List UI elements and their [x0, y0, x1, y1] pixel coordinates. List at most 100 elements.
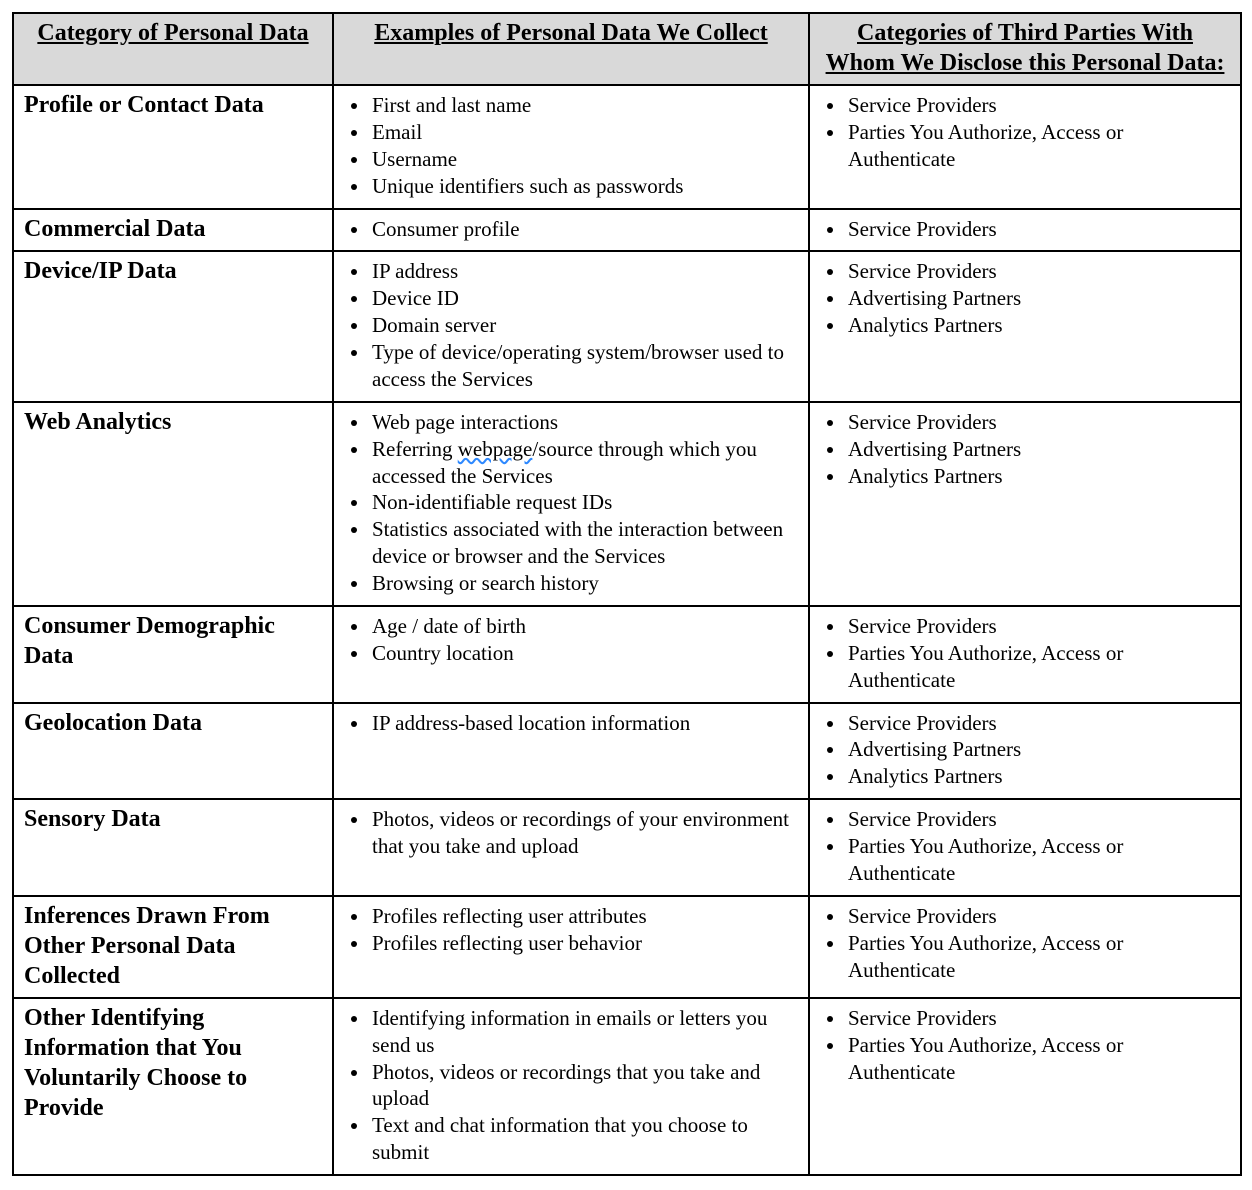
third-parties-list: Service ProvidersParties You Authorize, …: [820, 903, 1230, 984]
examples-cell: Web page interactionsReferring webpage/s…: [333, 402, 809, 606]
list-item: Statistics associated with the interacti…: [370, 516, 798, 570]
category-cell: Inferences Drawn From Other Personal Dat…: [13, 896, 333, 998]
list-item: Parties You Authorize, Access or Authent…: [846, 1032, 1230, 1086]
list-item: Web page interactions: [370, 409, 798, 436]
col-header-examples: Examples of Personal Data We Collect: [333, 13, 809, 85]
list-item: Service Providers: [846, 903, 1230, 930]
list-item: Referring webpage/source through which y…: [370, 436, 798, 490]
list-item: Service Providers: [846, 1005, 1230, 1032]
third-parties-cell: Service ProvidersParties You Authorize, …: [809, 606, 1241, 703]
list-item: Advertising Partners: [846, 736, 1230, 763]
list-item: Device ID: [370, 285, 798, 312]
category-cell: Device/IP Data: [13, 251, 333, 401]
list-item: Identifying information in emails or let…: [370, 1005, 798, 1059]
third-parties-cell: Service ProvidersAdvertising PartnersAna…: [809, 402, 1241, 606]
category-cell: Geolocation Data: [13, 703, 333, 800]
category-cell: Web Analytics: [13, 402, 333, 606]
list-item: Age / date of birth: [370, 613, 798, 640]
list-item: IP address: [370, 258, 798, 285]
col-header-third-parties: Categories of Third Parties With Whom We…: [809, 13, 1241, 85]
category-cell: Sensory Data: [13, 799, 333, 896]
list-item: Country location: [370, 640, 798, 667]
list-item: Service Providers: [846, 92, 1230, 119]
table-row: Commercial Data Consumer profile Service P…: [13, 209, 1241, 252]
third-parties-cell: Service ProvidersAdvertising PartnersAna…: [809, 251, 1241, 401]
list-item: Photos, videos or recordings of your env…: [370, 806, 798, 860]
list-item: Domain server: [370, 312, 798, 339]
list-item: Parties You Authorize, Access or Authent…: [846, 119, 1230, 173]
list-item: Advertising Partners: [846, 285, 1230, 312]
third-parties-list: Service ProvidersAdvertising PartnersAna…: [820, 710, 1230, 791]
third-parties-cell: Service ProvidersAdvertising PartnersAna…: [809, 703, 1241, 800]
table-row: Sensory Data Photos, videos or recordings…: [13, 799, 1241, 896]
examples-list: First and last nameEmailUsernameUnique i…: [344, 92, 798, 200]
examples-list: Age / date of birthCountry location: [344, 613, 798, 667]
list-item: Consumer profile: [370, 216, 798, 243]
list-item: Analytics Partners: [846, 763, 1230, 790]
examples-list: IP addressDevice IDDomain serverType of …: [344, 258, 798, 392]
category-cell: Commercial Data: [13, 209, 333, 252]
list-item: Profiles reflecting user behavior: [370, 930, 798, 957]
list-item: Unique identifiers such as passwords: [370, 173, 798, 200]
table-body: Profile or Contact DataFirst and last na…: [13, 85, 1241, 1175]
examples-list: Photos, videos or recordings of your env…: [344, 806, 798, 860]
third-parties-list: Service ProvidersParties You Authorize, …: [820, 92, 1230, 173]
examples-cell: First and last nameEmailUsernameUnique i…: [333, 85, 809, 209]
category-cell: Consumer Demographic Data: [13, 606, 333, 703]
list-item: Parties You Authorize, Access or Authent…: [846, 640, 1230, 694]
list-item: Profiles reflecting user attributes: [370, 903, 798, 930]
examples-list: Profiles reflecting user attributesProfi…: [344, 903, 798, 957]
list-item: Username: [370, 146, 798, 173]
table-row: Device/IP DataIP addressDevice IDDomain …: [13, 251, 1241, 401]
third-parties-list: Service ProvidersParties You Authorize, …: [820, 806, 1230, 887]
third-parties-cell: Service ProvidersParties You Authorize, …: [809, 85, 1241, 209]
spellcheck-squiggle: webpage: [458, 437, 533, 461]
personal-data-table: Category of Personal Data Examples of Pe…: [12, 12, 1242, 1176]
list-item: Analytics Partners: [846, 463, 1230, 490]
list-item: Browsing or search history: [370, 570, 798, 597]
list-item: Parties You Authorize, Access or Authent…: [846, 833, 1230, 887]
examples-list: IP address-based location information: [344, 710, 798, 737]
col-header-category: Category of Personal Data: [13, 13, 333, 85]
list-item: Service Providers: [846, 409, 1230, 436]
category-cell: Profile or Contact Data: [13, 85, 333, 209]
list-item: Service Providers: [846, 710, 1230, 737]
list-item: Service Providers: [846, 806, 1230, 833]
list-item: Parties You Authorize, Access or Authent…: [846, 930, 1230, 984]
table-row: Inferences Drawn From Other Personal Dat…: [13, 896, 1241, 998]
table-row: Profile or Contact DataFirst and last na…: [13, 85, 1241, 209]
list-item: Photos, videos or recordings that you ta…: [370, 1059, 798, 1113]
list-item: Advertising Partners: [846, 436, 1230, 463]
examples-list: Identifying information in emails or let…: [344, 1005, 798, 1166]
third-parties-cell: Service Providers: [809, 209, 1241, 252]
examples-cell: Photos, videos or recordings of your env…: [333, 799, 809, 896]
examples-cell: Profiles reflecting user attributesProfi…: [333, 896, 809, 998]
third-parties-list: Service Providers: [820, 216, 1230, 243]
list-item: Service Providers: [846, 613, 1230, 640]
table-row: Consumer Demographic DataAge / date of b…: [13, 606, 1241, 703]
examples-cell: IP address-based location information: [333, 703, 809, 800]
third-parties-cell: Service ProvidersParties You Authorize, …: [809, 896, 1241, 998]
third-parties-list: Service ProvidersParties You Authorize, …: [820, 613, 1230, 694]
examples-cell: Age / date of birthCountry location: [333, 606, 809, 703]
third-parties-cell: Service ProvidersParties You Authorize, …: [809, 998, 1241, 1175]
table-row: Other Identifying Information that You V…: [13, 998, 1241, 1175]
examples-list: Web page interactionsReferring webpage/s…: [344, 409, 798, 597]
table-row: Web AnalyticsWeb page interactionsReferr…: [13, 402, 1241, 606]
third-parties-list: Service ProvidersAdvertising PartnersAna…: [820, 258, 1230, 339]
third-parties-cell: Service ProvidersParties You Authorize, …: [809, 799, 1241, 896]
list-item: IP address-based location information: [370, 710, 798, 737]
examples-cell: IP addressDevice IDDomain serverType of …: [333, 251, 809, 401]
examples-list: Consumer profile: [344, 216, 798, 243]
examples-cell: Identifying information in emails or let…: [333, 998, 809, 1175]
list-item: Analytics Partners: [846, 312, 1230, 339]
list-item: Type of device/operating system/browser …: [370, 339, 798, 393]
list-item: Service Providers: [846, 216, 1230, 243]
third-parties-list: Service ProvidersAdvertising PartnersAna…: [820, 409, 1230, 490]
third-parties-list: Service ProvidersParties You Authorize, …: [820, 1005, 1230, 1086]
list-item: Non-identifiable request IDs: [370, 489, 798, 516]
list-item: Service Providers: [846, 258, 1230, 285]
list-item: Email: [370, 119, 798, 146]
table-row: Geolocation Data IP address-based locatio…: [13, 703, 1241, 800]
list-item: Text and chat information that you choos…: [370, 1112, 798, 1166]
